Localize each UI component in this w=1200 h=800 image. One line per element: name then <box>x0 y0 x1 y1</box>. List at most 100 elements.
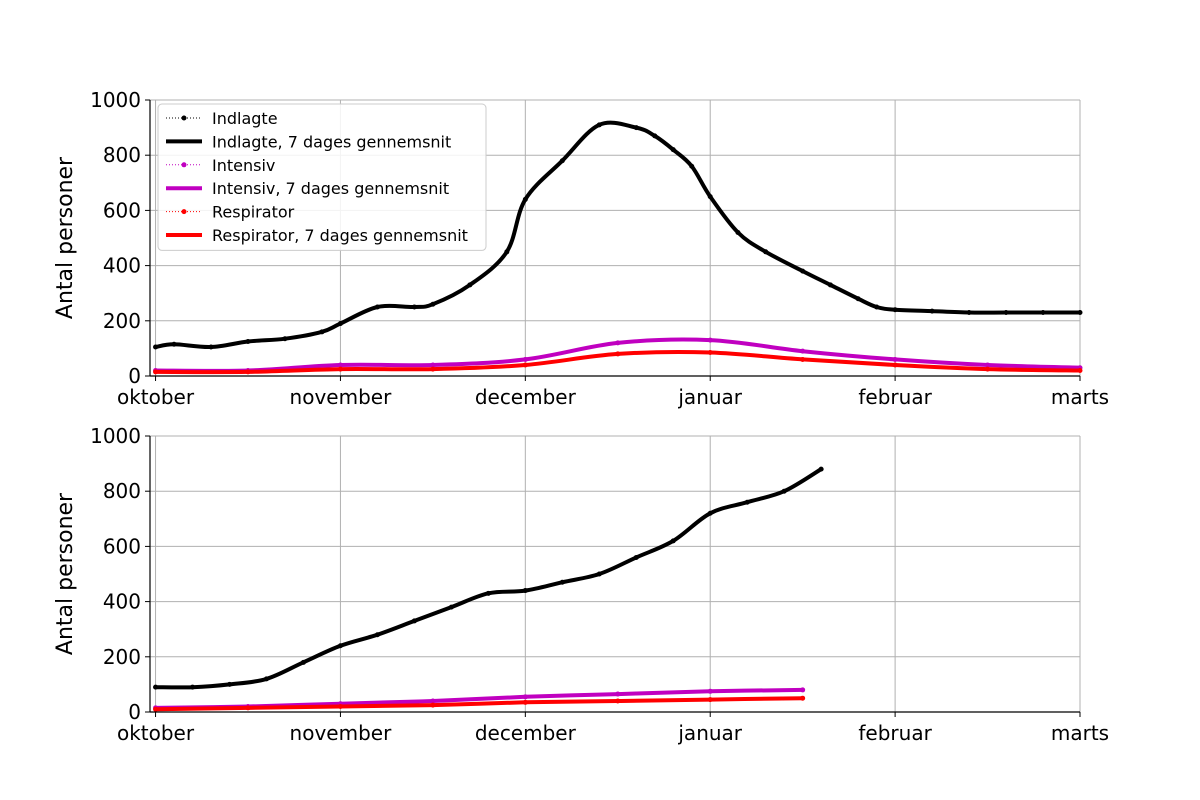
bottom-x-tick-label: oktober <box>117 721 195 745</box>
top-y-tick-label: 600 <box>103 198 141 222</box>
top-series-point-0 <box>874 304 880 310</box>
top-chart-axes <box>149 100 1080 377</box>
bottom-series-point-0 <box>559 579 565 585</box>
legend-label: Intensiv <box>212 156 275 175</box>
bottom-series-point-1 <box>522 694 528 700</box>
bottom-series-line-2 <box>153 696 805 712</box>
legend-marker <box>181 209 187 215</box>
bottom-series-point-0 <box>227 681 233 687</box>
bottom-chart-ylabel: Antal personer <box>53 492 78 655</box>
top-series-point-0 <box>522 196 528 202</box>
top-series-point-2 <box>1077 367 1083 373</box>
bottom-series-point-0 <box>633 554 639 560</box>
top-x-tick-label: februar <box>858 385 932 409</box>
top-series-point-0 <box>1040 310 1046 316</box>
legend-label: Intensiv, 7 dages gennemsnit <box>212 179 449 198</box>
top-x-tick-label: marts <box>1051 385 1109 409</box>
top-y-tick-label: 1000 <box>90 88 141 112</box>
top-series-point-0 <box>633 125 639 131</box>
top-series-point-0 <box>827 282 833 288</box>
bottom-series-point-0 <box>153 684 159 690</box>
top-x-tick-label: januar <box>677 385 742 409</box>
top-series-point-1 <box>615 340 621 346</box>
top-series-point-0 <box>153 344 159 350</box>
top-series-point-0 <box>208 344 214 350</box>
bottom-series-point-0 <box>374 632 380 638</box>
bottom-series-line-0 <box>153 467 824 690</box>
top-chart-ylabel: Antal personer <box>53 156 78 319</box>
legend-box <box>157 103 487 251</box>
top-x-tick-label: november <box>290 385 393 409</box>
bottom-series-point-2 <box>153 706 159 712</box>
bottom-series-point-0 <box>781 488 787 494</box>
top-y-tick-label: 400 <box>103 254 141 278</box>
top-series-point-2 <box>153 369 159 375</box>
top-series-point-0 <box>337 321 343 327</box>
top-series-point-1 <box>800 348 806 354</box>
top-chart: 0 200 400 600 800 1000 oktober november december… <box>53 88 1109 409</box>
bottom-y-tick-label: 600 <box>103 534 141 558</box>
top-series-point-1 <box>892 356 898 362</box>
top-y-tick-label: 200 <box>103 309 141 333</box>
top-chart-series <box>153 120 1083 375</box>
top-series-point-0 <box>319 329 325 335</box>
top-series-point-0 <box>763 249 769 255</box>
top-series-point-0 <box>1003 310 1009 316</box>
bottom-series-point-0 <box>411 618 417 624</box>
bottom-x-tick-label: februar <box>858 721 932 745</box>
top-series-point-0 <box>245 339 251 344</box>
top-series-point-0 <box>929 308 935 314</box>
top-series-point-1 <box>430 362 436 368</box>
top-series-point-0 <box>559 158 565 164</box>
top-series-point-0 <box>966 310 972 316</box>
bottom-series-point-0 <box>300 659 306 665</box>
top-series-point-0 <box>374 304 380 310</box>
top-chart-legend: Indlagte Indlagte, 7 dages gennemsnit Inte… <box>157 103 487 251</box>
bottom-y-tick-label: 200 <box>103 645 141 669</box>
bottom-x-tick-label: marts <box>1051 721 1109 745</box>
bottom-series-point-0 <box>485 590 491 596</box>
bottom-series-point-0 <box>263 676 269 682</box>
bottom-series-point-2 <box>615 698 621 704</box>
bottom-chart-axes <box>149 436 1080 713</box>
legend-marker <box>181 162 187 168</box>
bottom-y-tick-label: 800 <box>103 479 141 503</box>
bottom-chart: 0 200 400 600 800 1000 oktober november december… <box>53 424 1109 745</box>
top-y-tick-label: 0 <box>128 364 141 388</box>
bottom-x-tick-label: november <box>290 721 393 745</box>
top-x-tick-label: oktober <box>117 385 195 409</box>
top-series-point-0 <box>411 304 417 310</box>
bottom-series-point-0 <box>522 588 528 594</box>
top-series-point-0 <box>430 301 436 307</box>
bottom-series-point-0 <box>448 604 454 610</box>
bottom-series-point-2 <box>707 697 713 703</box>
bottom-series-point-2 <box>800 695 806 701</box>
legend-label: Respirator, 7 dages gennemsnit <box>212 226 468 245</box>
bottom-series-point-0 <box>337 643 343 649</box>
legend-label: Respirator <box>212 203 295 222</box>
top-series-point-0 <box>892 307 898 313</box>
top-series-point-0 <box>735 229 741 235</box>
bottom-series-point-2 <box>337 703 343 709</box>
legend-marker <box>181 115 187 121</box>
top-series-point-2 <box>615 351 621 357</box>
top-series-point-2 <box>337 366 343 372</box>
top-series-point-2 <box>707 350 713 356</box>
top-series-point-2 <box>430 366 436 372</box>
bottom-x-tick-label: december <box>475 721 577 745</box>
bottom-series-point-1 <box>800 687 806 693</box>
top-series-point-2 <box>800 356 806 362</box>
bottom-series-point-1 <box>615 691 621 697</box>
top-series-point-0 <box>1077 310 1083 316</box>
bottom-series-point-2 <box>245 705 251 711</box>
bottom-series-point-0 <box>596 571 602 577</box>
bottom-series-point-1 <box>707 688 713 694</box>
bottom-series-point-0 <box>744 499 750 505</box>
bottom-y-tick-label: 400 <box>103 590 141 614</box>
top-series-point-2 <box>245 369 251 375</box>
top-series-point-0 <box>171 341 177 347</box>
bottom-series-point-2 <box>430 702 436 708</box>
bottom-y-tick-label: 0 <box>128 700 141 724</box>
bottom-series-point-0 <box>190 684 196 690</box>
top-series-point-0 <box>596 122 602 128</box>
